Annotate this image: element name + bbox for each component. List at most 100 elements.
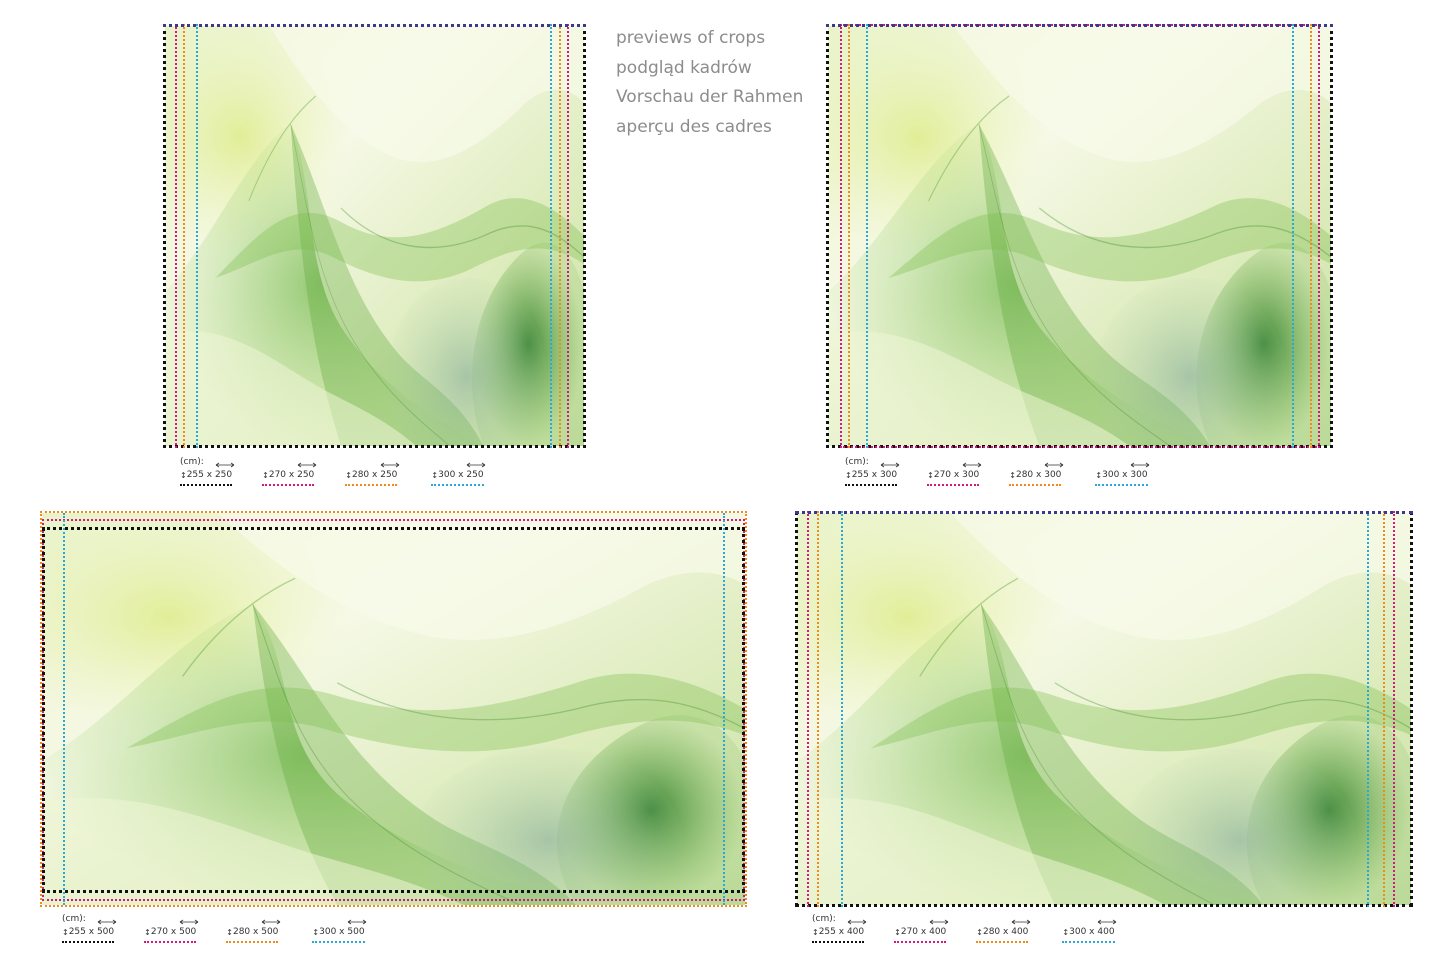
legend-item-255x500: ↕ 255 x 500 xyxy=(62,919,117,943)
artwork-image xyxy=(797,513,1411,905)
width-value: 500 xyxy=(261,927,279,937)
height-arrow-icon: ↕ xyxy=(431,470,439,480)
times-sign: x xyxy=(918,927,930,937)
caption-en: previews of crops xyxy=(616,28,766,48)
width-value: 300 xyxy=(879,470,898,480)
color-swatch-line xyxy=(345,484,398,486)
artwork-image xyxy=(828,26,1331,446)
height-value: 300 xyxy=(1069,927,1087,937)
legend-item-270x500: ↕ 270 x 500 xyxy=(144,919,199,943)
width-arrow-icon xyxy=(97,919,117,925)
width-value-box: 300 xyxy=(1044,462,1064,480)
height-arrow-icon: ↕ xyxy=(1009,470,1016,480)
height-arrow-icon: ↕ xyxy=(262,470,269,480)
crop-preview-500 xyxy=(40,511,747,907)
times-sign: x xyxy=(1119,470,1131,480)
width-arrow-icon xyxy=(262,919,281,925)
height-value: 255 xyxy=(186,470,204,480)
caption-pl: podgląd kadrów xyxy=(616,57,752,78)
times-sign: x xyxy=(1086,927,1098,937)
color-swatch-line xyxy=(812,941,865,943)
width-arrow-icon xyxy=(381,462,400,468)
height-arrow-icon: ↕ xyxy=(927,470,934,480)
width-value-box: 300 xyxy=(879,462,900,480)
width-value: 250 xyxy=(466,470,484,480)
height-arrow-icon: ↕ xyxy=(345,470,352,480)
width-value-box: 500 xyxy=(179,919,199,937)
times-sign: x xyxy=(369,470,381,480)
height-arrow-icon: ↕ xyxy=(894,927,901,937)
legend-item-270x250: ↕ 270 x 250 xyxy=(262,462,317,486)
legend-items: ↕ 255 x 250 ↕ 270 x 250 ↕ 280 x 250 ↕ 300 x 250 xyxy=(180,462,486,486)
width-arrow-icon xyxy=(1012,919,1031,925)
width-arrow-icon xyxy=(1098,919,1117,925)
times-sign: x xyxy=(203,470,215,480)
caption-block: previews of crops podgląd kadrów Vorscha… xyxy=(616,24,803,142)
width-value: 300 xyxy=(1130,470,1148,480)
legend-item-280x250: ↕ 280 x 250 xyxy=(345,462,400,486)
height-value: 270 xyxy=(933,470,952,480)
times-sign: x xyxy=(336,927,348,937)
legend-item-280x400: ↕ 280 x 400 xyxy=(976,919,1031,943)
height-arrow-icon: ↕ xyxy=(226,927,233,937)
times-sign: x xyxy=(250,927,262,937)
height-arrow-icon: ↕ xyxy=(1062,927,1070,937)
height-arrow-icon: ↕ xyxy=(180,470,187,480)
caption-fr: aperçu des cadres xyxy=(616,116,772,137)
color-swatch-line xyxy=(62,941,115,943)
color-swatch-line xyxy=(894,941,947,943)
width-value-box: 500 xyxy=(97,919,117,937)
legend-item-255x400: ↕ 255 x 400 xyxy=(812,919,867,943)
size-legend-500: (cm): ↕ 255 x 500 ↕ 270 x 500 ↕ 280 x 500 ↕ 300… xyxy=(62,914,367,943)
height-arrow-icon: ↕ xyxy=(812,927,819,937)
color-swatch-line xyxy=(262,484,315,486)
width-value-box: 300 xyxy=(1130,462,1150,480)
size-legend-400: (cm): ↕ 255 x 400 ↕ 270 x 400 ↕ 280 x 400 ↕ 300… xyxy=(812,914,1117,943)
width-arrow-icon xyxy=(1045,462,1064,468)
legend-item-300x400: ↕ 300 x 400 xyxy=(1062,919,1117,943)
legend-item-270x400: ↕ 270 x 400 xyxy=(894,919,949,943)
unit-label: (cm): xyxy=(180,457,204,467)
width-value-box: 500 xyxy=(261,919,281,937)
height-value: 280 xyxy=(351,470,370,480)
unit-label: (cm): xyxy=(845,457,869,467)
width-value-box: 250 xyxy=(297,462,317,480)
width-value-box: 400 xyxy=(847,919,867,937)
artwork-image xyxy=(42,513,745,905)
times-sign: x xyxy=(1000,927,1012,937)
width-value-box: 300 xyxy=(962,462,982,480)
height-value: 280 xyxy=(982,927,1001,937)
legend-item-255x300: ↕ 255 x 300 xyxy=(845,462,900,486)
width-value-box: 250 xyxy=(380,462,400,480)
legend-item-270x300: ↕ 270 x 300 xyxy=(927,462,982,486)
height-arrow-icon: ↕ xyxy=(845,470,852,480)
color-swatch-line xyxy=(312,941,365,943)
width-arrow-icon xyxy=(1131,462,1150,468)
legend-item-280x300: ↕ 280 x 300 xyxy=(1009,462,1064,486)
color-swatch-line xyxy=(976,941,1029,943)
crop-preview-300 xyxy=(826,24,1333,448)
width-arrow-icon xyxy=(348,919,367,925)
legend-items: ↕ 255 x 400 ↕ 270 x 400 ↕ 280 x 400 ↕ 300 x 400 xyxy=(812,919,1117,943)
height-arrow-icon: ↕ xyxy=(144,927,151,937)
height-arrow-icon: ↕ xyxy=(62,927,69,937)
width-arrow-icon xyxy=(297,462,317,468)
times-sign: x xyxy=(85,927,97,937)
height-value: 280 xyxy=(1015,470,1034,480)
height-value: 300 xyxy=(438,470,456,480)
legend-item-255x250: ↕ 255 x 250 xyxy=(180,462,235,486)
width-value: 250 xyxy=(380,470,398,480)
width-value: 400 xyxy=(1011,927,1029,937)
width-arrow-icon xyxy=(215,462,235,468)
width-arrow-icon xyxy=(929,919,949,925)
times-sign: x xyxy=(455,470,467,480)
width-value: 250 xyxy=(214,470,233,480)
color-swatch-line xyxy=(431,484,484,486)
color-swatch-line xyxy=(226,941,279,943)
width-value-box: 250 xyxy=(214,462,235,480)
height-value: 300 xyxy=(319,927,337,937)
legend-items: ↕ 255 x 300 ↕ 270 x 300 ↕ 280 x 300 ↕ 300 x 300 xyxy=(845,462,1150,486)
legend-items: ↕ 255 x 500 ↕ 270 x 500 ↕ 280 x 500 ↕ 300 x 500 xyxy=(62,919,367,943)
color-swatch-line xyxy=(845,484,898,486)
height-arrow-icon: ↕ xyxy=(976,927,983,937)
